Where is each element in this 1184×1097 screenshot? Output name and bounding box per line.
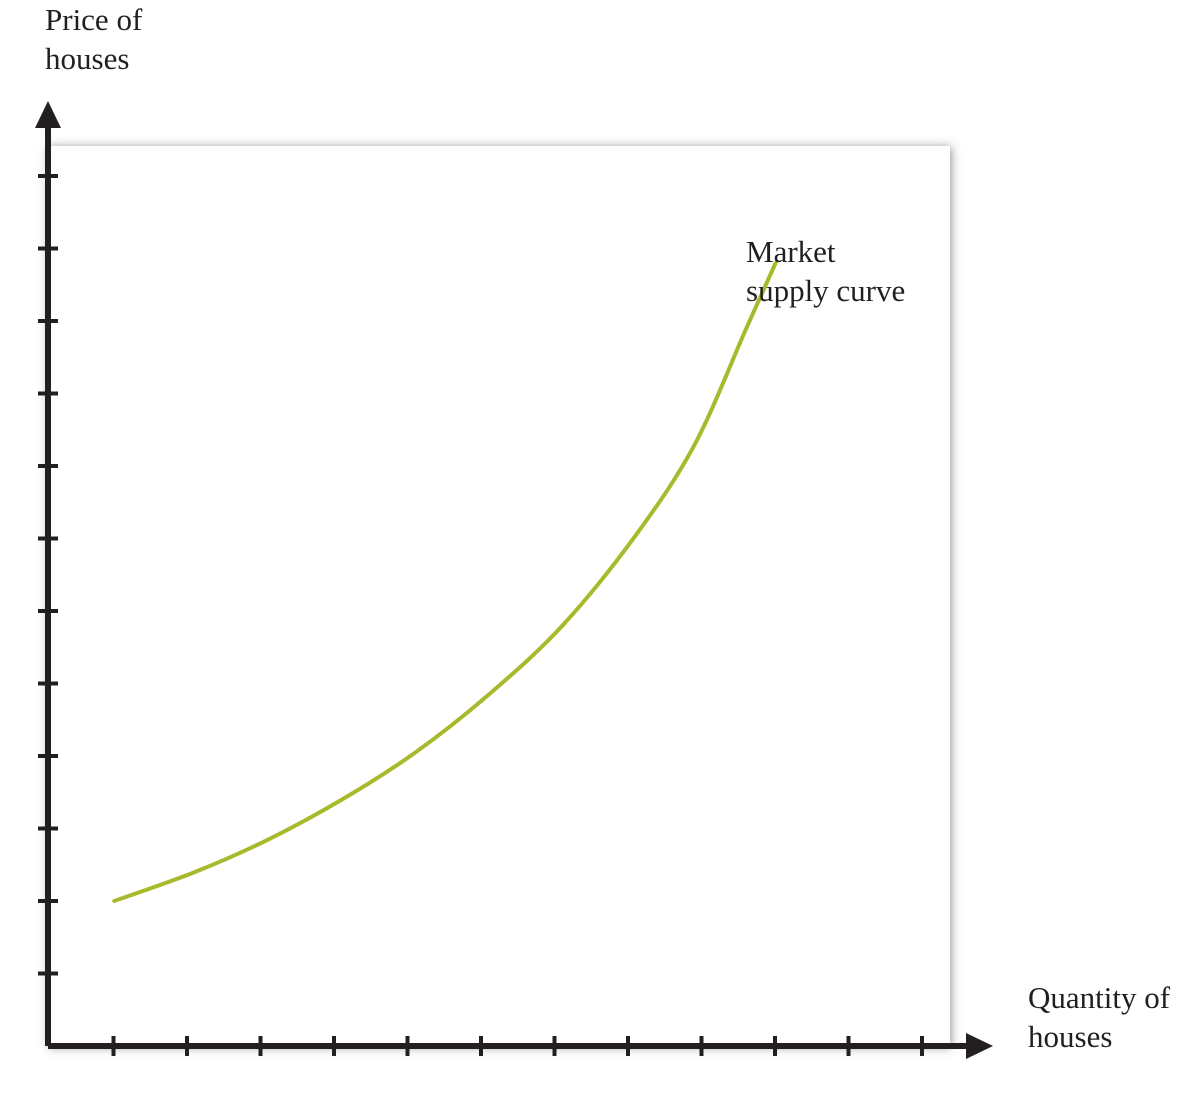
x-axis-label-line-1: Quantity of <box>1028 980 1171 1015</box>
x-axis-arrowhead <box>966 1033 993 1059</box>
y-axis-arrowhead <box>35 101 61 128</box>
x-axis-label-line-2: houses <box>1028 1019 1113 1054</box>
market-supply-curve-line <box>112 261 778 903</box>
y-axis-label: Price of houses <box>45 0 142 78</box>
y-axis-label-line-1: Price of <box>45 2 143 37</box>
supply-curve-label-line-1: Market <box>746 234 836 269</box>
plot-panel <box>48 146 950 1046</box>
y-axis-label-line-2: houses <box>45 41 130 76</box>
supply-curve-label: Market supply curve <box>746 232 905 310</box>
supply-curve-label-line-2: supply curve <box>746 273 906 308</box>
x-axis-label: Quantity of houses <box>1028 978 1170 1056</box>
